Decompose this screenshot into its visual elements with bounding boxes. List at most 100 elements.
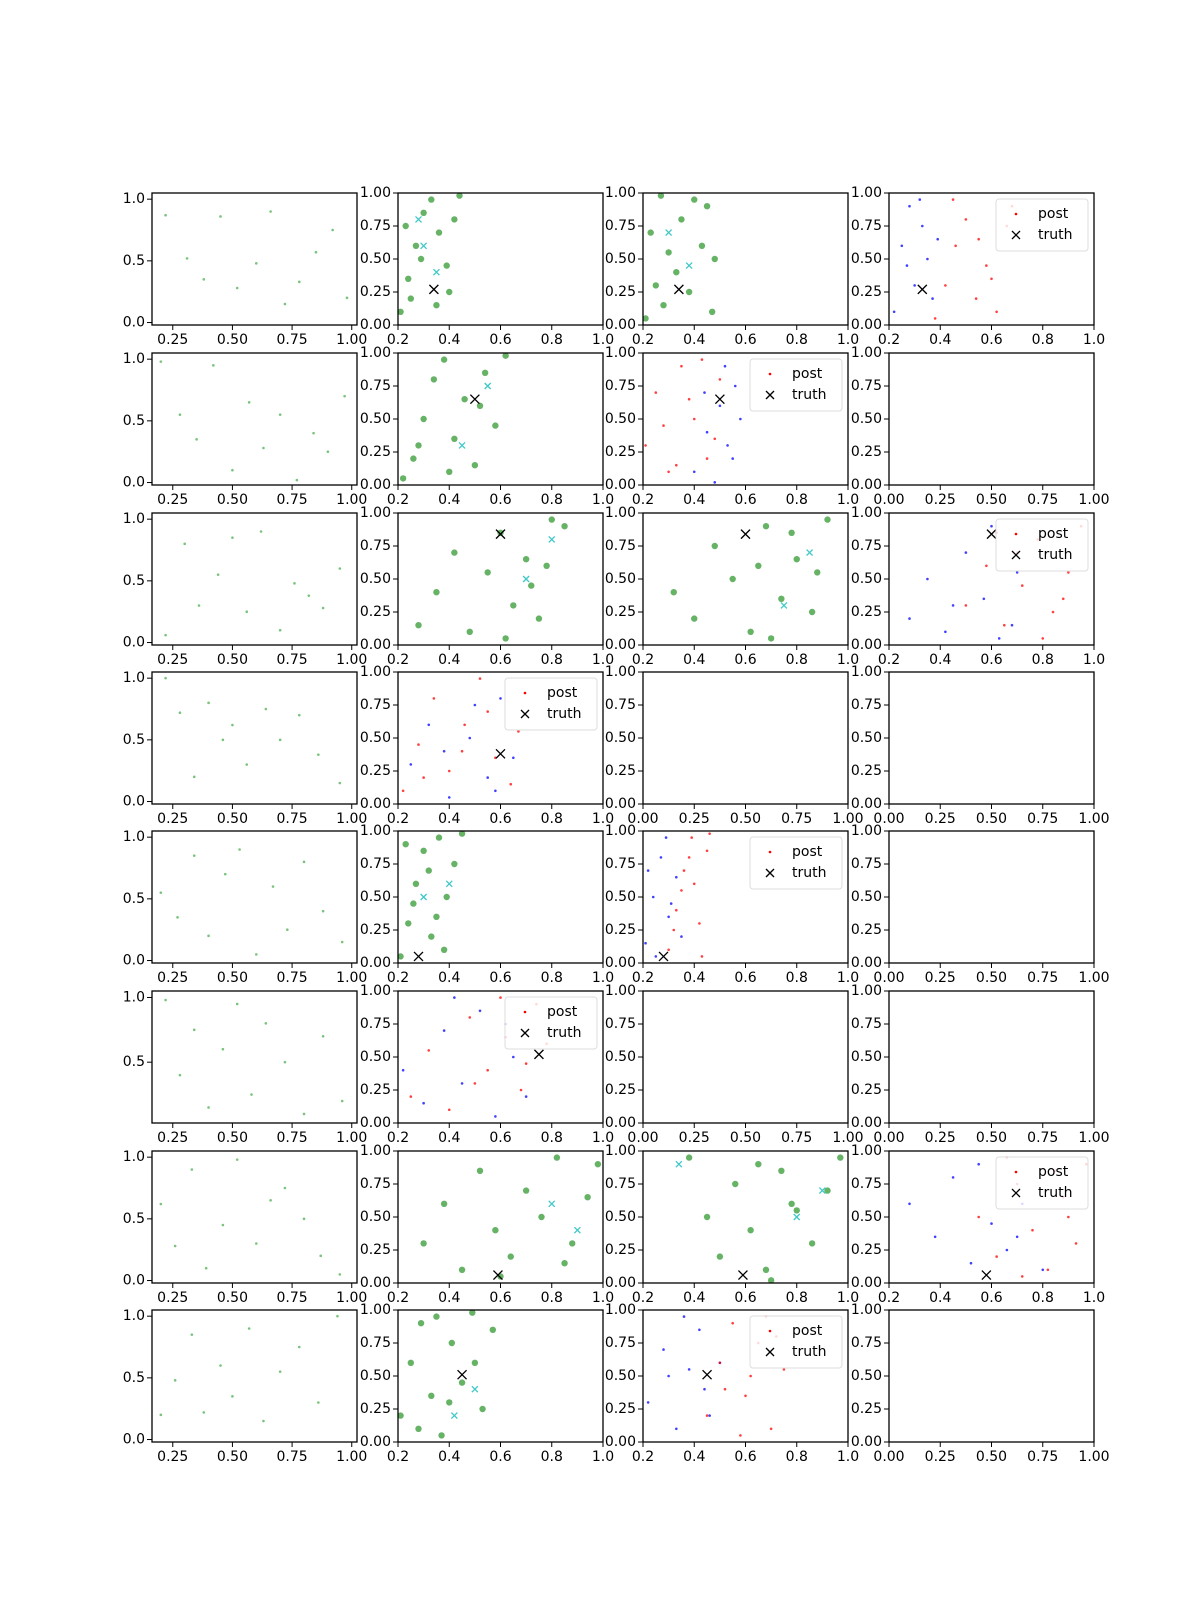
dot: [178, 413, 182, 416]
y-tick-label: 0.75: [360, 697, 391, 713]
legend-label: truth: [547, 706, 581, 722]
x-stroke: [1011, 550, 1021, 560]
plot-area: [159, 360, 346, 482]
x-stroke: [492, 1270, 503, 1281]
dot: [644, 941, 647, 945]
dot: [700, 955, 704, 958]
y-tick-label: 0.75: [605, 1176, 636, 1192]
dot: [705, 457, 709, 460]
axes-frame: [151, 671, 358, 805]
point: [747, 1227, 754, 1234]
y-tick-label: 0.25: [605, 1082, 636, 1098]
dot: [687, 856, 691, 859]
dot: [192, 1028, 196, 1032]
dot: [519, 1088, 523, 1092]
legend-label: post: [1038, 526, 1069, 542]
x-tick-label: 0.2: [878, 652, 900, 668]
axes-frame: [151, 352, 358, 486]
point: [420, 847, 427, 854]
x-tick-label: 1.0: [592, 1290, 614, 1306]
x-tick-label: 0.75: [781, 811, 812, 827]
x-stroke: [765, 868, 775, 878]
dot: [739, 1434, 742, 1437]
dot: [782, 1368, 786, 1371]
axes-frame: [642, 1150, 849, 1284]
x-tick-label: 0.75: [277, 1130, 308, 1146]
point: [584, 1194, 591, 1201]
x-tick-label: 0.8: [786, 332, 808, 348]
x-tick-label: 0.50: [217, 332, 248, 348]
dot: [164, 633, 167, 637]
dot: [708, 832, 711, 835]
dot: [293, 582, 296, 585]
dot: [331, 228, 334, 232]
subplot: 0.2 0.4 0.6 0.8 1.0 0.00 0.25 0.50 0.75 1.00: [360, 505, 614, 668]
dot: [517, 730, 520, 733]
x-tick-label: 0.50: [976, 1449, 1007, 1465]
x-tick-label: 0.2: [632, 652, 654, 668]
dot: [698, 922, 701, 925]
y-tick-label: 1.00: [605, 505, 636, 521]
dot: [951, 604, 955, 607]
y-tick-label: 0.75: [360, 378, 391, 394]
point: [711, 255, 718, 263]
point: [458, 1266, 466, 1274]
y-tick-label: 0.0: [123, 953, 145, 969]
dot: [713, 437, 717, 441]
x-tick-label: 0.25: [157, 1449, 188, 1465]
point: [398, 953, 404, 960]
y-tick-label: 0.50: [605, 1049, 636, 1065]
point: [458, 831, 466, 837]
y-tick-label: 1.00: [851, 505, 882, 521]
x-tick-label: 0.50: [217, 492, 248, 508]
dot: [675, 908, 678, 912]
dot: [422, 776, 425, 779]
x-marker: [548, 535, 556, 543]
dot: [524, 1062, 528, 1065]
dot: [494, 756, 497, 760]
dot: [204, 1266, 208, 1270]
x-stroke: [1011, 230, 1021, 240]
y-tick-label: 0.75: [851, 697, 882, 713]
x-stroke: [986, 529, 997, 540]
dot: [447, 796, 451, 799]
x-tick-label: 0.6: [980, 652, 1002, 668]
dot: [317, 753, 320, 756]
y-tick-label: 0.50: [851, 1209, 882, 1225]
y-tick-label: 1.00: [360, 664, 391, 680]
dot: [926, 577, 929, 581]
y-tick-label: 0.50: [360, 730, 391, 746]
point: [778, 595, 785, 602]
dot: [733, 384, 737, 388]
y-tick-label: 0.50: [605, 1209, 636, 1225]
plot-area: [159, 848, 344, 956]
dot: [473, 703, 477, 707]
subplot: 0.2 0.4 0.6 0.8 1.0 0.00 0.25 0.50 0.75 1.00 post t…: [360, 983, 614, 1146]
legend: post truth: [995, 518, 1089, 572]
point: [691, 196, 698, 203]
subplot: 0.2 0.4 0.6 0.8 1.0 0.00 0.25 0.50 0.75 1.00 post t…: [605, 345, 859, 508]
dot: [202, 1411, 206, 1414]
point: [420, 1240, 427, 1247]
x-marker: [495, 748, 506, 759]
point: [405, 920, 412, 927]
point: [793, 556, 800, 563]
axes-frame: [888, 352, 1095, 486]
dot: [990, 524, 993, 528]
x-stroke: [981, 1270, 992, 1281]
dot: [964, 604, 968, 607]
y-tick-label: 0.75: [360, 538, 391, 554]
y-tick-label: 0.50: [360, 251, 391, 267]
x-stroke: [658, 951, 669, 962]
x-marker: [457, 1369, 468, 1380]
subplot: 0.2 0.4 0.6 0.8 1.0 0.00 0.25 0.50 0.75 1.00 post t…: [851, 185, 1105, 348]
dot: [675, 463, 678, 467]
dot: [219, 215, 222, 218]
subplot: 0.2 0.4 0.6 0.8 1.0 0.00 0.25 0.50 0.75 1.00: [605, 505, 859, 668]
point: [461, 396, 468, 403]
point: [767, 635, 775, 642]
dot: [908, 204, 911, 208]
dot: [442, 1029, 446, 1032]
dot: [278, 628, 282, 632]
point: [778, 1167, 785, 1175]
